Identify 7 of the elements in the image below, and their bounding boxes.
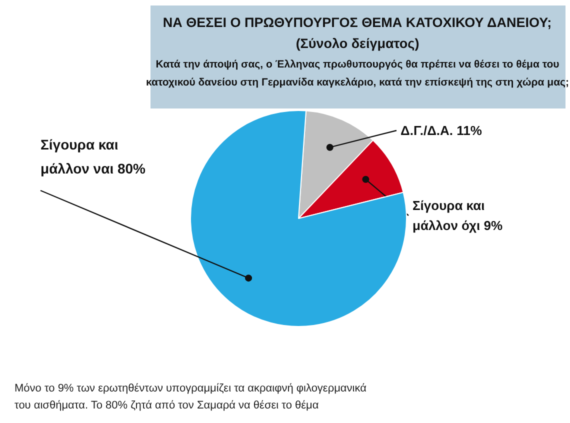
text: Μόνο το 9% των ερωτηθέντων υπογραμμίζει τα ακραιφνή φιλογερμανικά του αισθήματα. Το 80% ζητά από τον Σαμαρά να θέσει το θέμα xyxy=(14,382,368,412)
chart-subtitle: (Σύνολο δείγματος) xyxy=(296,36,420,51)
text: Κατά την άποψή σας, ο Έλληνας πρωθυπουργός θα πρέπει να θέσει το θέμα του κατοχικού δανείου στη Γερμανίδα καγκελάριο, κατά την επίσκεψή της στη χώρα μας; xyxy=(146,58,569,88)
chart-title: ΝΑ ΘΕΣΕΙ Ο ΠΡΩΘΥΠΟΥΡΓΟΣ ΘΕΜΑ ΚΑΤΟΧΙΚΟΥ ΔΑΝΕΙΟΥ; xyxy=(162,15,552,30)
slice-label: Σίγουρα και μάλλον όχι 9% xyxy=(412,198,503,233)
slice-label: Σίγουρα και μάλλον ναι 80% xyxy=(40,136,146,176)
slice-label: Δ.Γ./Δ.Α. 11% xyxy=(400,123,482,138)
